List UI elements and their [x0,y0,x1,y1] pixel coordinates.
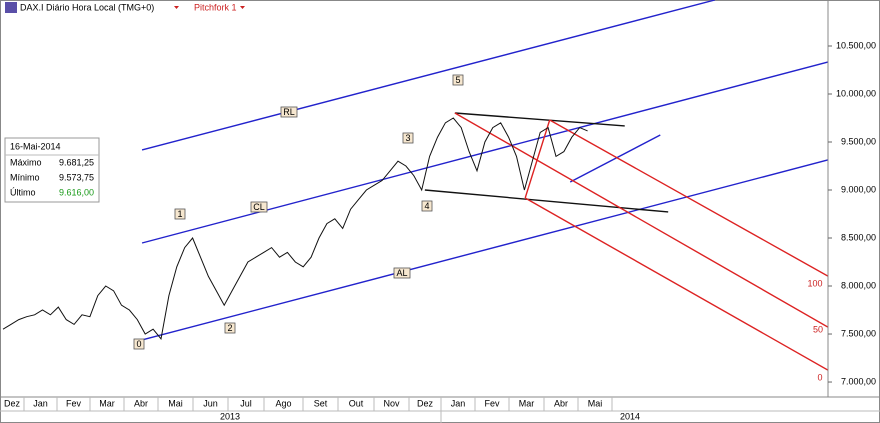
x-tick-label: Dez [4,398,21,408]
wave-tag [224,322,236,334]
trendline [524,197,828,371]
line-label: CL [253,202,265,212]
label-tag [280,106,298,118]
wave-tag [402,132,414,144]
y-tick-label: 9.000,00 [841,184,876,194]
info-key: Mínimo [10,172,40,182]
trendline [141,159,828,341]
info-key: Último [10,187,36,197]
year-label: 2013 [220,411,240,421]
x-tick-label: Set [314,398,328,408]
trendline [569,134,661,183]
price-line [2,117,588,340]
x-tick-label: Mar [519,398,535,408]
x-tick-label: Abr [554,398,568,408]
trendline [549,119,828,277]
wave-label: 1 [177,209,182,219]
icon [5,2,17,13]
wave-tag [421,200,433,212]
wave-tag [452,74,464,86]
study-name[interactable]: Pitchfork 1 [194,2,237,12]
x-tick-label: Jun [203,398,218,408]
chart-title: DAX.I Diário Hora Local (TMG+0) [20,2,154,12]
label-tag [250,201,268,213]
info-date: 16-Mai-2014 [10,141,61,151]
dropdown[interactable] [174,6,179,9]
trendline [424,189,669,213]
x-tick-label: Abr [134,398,148,408]
fork-label: 0 [817,372,822,382]
wave-label: 3 [405,133,410,143]
x-tick-label: Jul [240,398,252,408]
x-tick-label: Jan [33,398,48,408]
line-label: RL [283,107,295,117]
y-tick-label: 7.000,00 [841,376,876,386]
info-value: 9.616,00 [59,187,94,197]
info-box [4,137,100,203]
fork-label: 50 [813,324,823,334]
wave-tag [174,208,186,220]
y-tick-label: 10.500,00 [836,40,876,50]
x-tick-label: Dez [417,398,434,408]
fork-label: 100 [807,278,822,288]
wave-label: 5 [455,75,460,85]
label-tag [393,267,411,279]
y-tick-label: 8.000,00 [841,280,876,290]
wave-label: 2 [227,323,232,333]
dropdown[interactable] [240,6,245,9]
trendline [141,61,828,244]
x-tick-label: Mai [168,398,183,408]
wave-tag [133,338,145,350]
x-tick-label: Fev [66,398,82,408]
plot [2,0,828,371]
y-tick-label: 10.000,00 [836,88,876,98]
y-tick-label: 9.500,00 [841,136,876,146]
trendline [454,112,625,127]
x-tick-label: Out [349,398,364,408]
x-tick-label: Mar [99,398,115,408]
y-tick-label: 7.500,00 [841,328,876,338]
x-tick-label: Mai [588,398,603,408]
trendline [141,0,715,151]
info-key: Máximo [10,157,42,167]
trendline [524,119,551,199]
year-label: 2014 [620,411,640,421]
x-tick-label: Ago [275,398,291,408]
wave-label: 0 [136,339,141,349]
trendline [454,112,828,328]
x-tick-label: Jan [451,398,466,408]
wave-label: 4 [424,201,429,211]
x-tick-label: Nov [383,398,400,408]
info-value: 9.573,75 [59,172,94,182]
line-label: AL [396,268,407,278]
y-tick-label: 8.500,00 [841,232,876,242]
x-tick-label: Fev [484,398,500,408]
info-value: 9.681,25 [59,157,94,167]
